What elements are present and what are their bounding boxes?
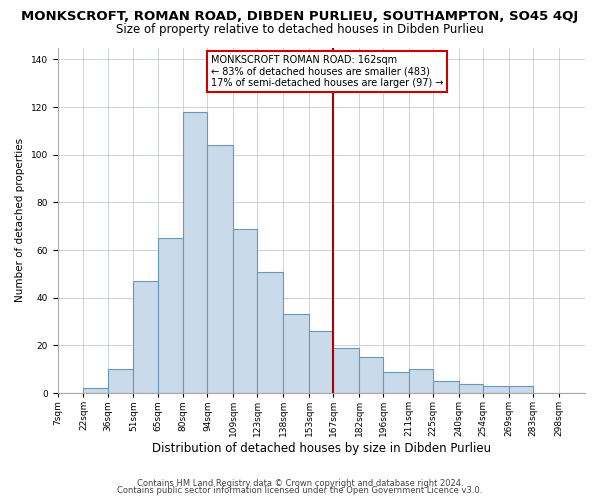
Bar xyxy=(83,388,107,393)
Y-axis label: Number of detached properties: Number of detached properties xyxy=(15,138,25,302)
Bar xyxy=(184,112,208,393)
Text: Size of property relative to detached houses in Dibden Purlieu: Size of property relative to detached ho… xyxy=(116,22,484,36)
Text: MONKSCROFT, ROMAN ROAD, DIBDEN PURLIEU, SOUTHAMPTON, SO45 4QJ: MONKSCROFT, ROMAN ROAD, DIBDEN PURLIEU, … xyxy=(22,10,578,23)
Text: Contains HM Land Registry data © Crown copyright and database right 2024.: Contains HM Land Registry data © Crown c… xyxy=(137,478,463,488)
Bar xyxy=(459,384,483,393)
Bar xyxy=(509,386,533,393)
Bar xyxy=(158,238,184,393)
Bar xyxy=(107,370,133,393)
Bar xyxy=(334,348,359,393)
Bar xyxy=(233,228,257,393)
Bar xyxy=(133,281,158,393)
Bar xyxy=(483,386,509,393)
Text: Contains public sector information licensed under the Open Government Licence v3: Contains public sector information licen… xyxy=(118,486,482,495)
X-axis label: Distribution of detached houses by size in Dibden Purlieu: Distribution of detached houses by size … xyxy=(152,442,491,455)
Bar xyxy=(409,370,433,393)
Bar xyxy=(208,145,233,393)
Bar xyxy=(257,272,283,393)
Bar xyxy=(383,372,409,393)
Bar xyxy=(433,381,459,393)
Text: MONKSCROFT ROMAN ROAD: 162sqm
← 83% of detached houses are smaller (483)
17% of : MONKSCROFT ROMAN ROAD: 162sqm ← 83% of d… xyxy=(211,54,443,88)
Bar xyxy=(359,358,383,393)
Bar xyxy=(283,314,309,393)
Bar xyxy=(309,331,334,393)
